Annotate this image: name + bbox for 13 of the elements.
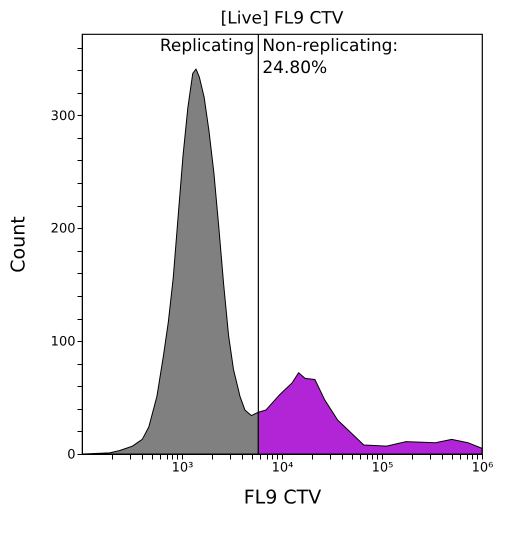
y-tick-label: 300	[50, 108, 76, 124]
y-tick-label: 200	[50, 222, 76, 237]
x-tick-label: 10⁶	[472, 460, 494, 476]
x-tick-label: 10³	[172, 460, 194, 476]
y-axis-title: Count	[8, 216, 30, 273]
annotation: Non-replicating: 24.80%	[262, 36, 398, 78]
x-tick-label: 10⁵	[372, 460, 394, 476]
y-tick-label: 0	[67, 448, 76, 462]
x-axis-title: FL9 CTV	[244, 486, 322, 508]
chart-title: [Live] FL9 CTV	[220, 8, 344, 28]
annotation: Replicating	[160, 36, 254, 56]
x-tick-label: 10⁴	[272, 460, 294, 476]
y-tick-label: 100	[50, 334, 76, 350]
